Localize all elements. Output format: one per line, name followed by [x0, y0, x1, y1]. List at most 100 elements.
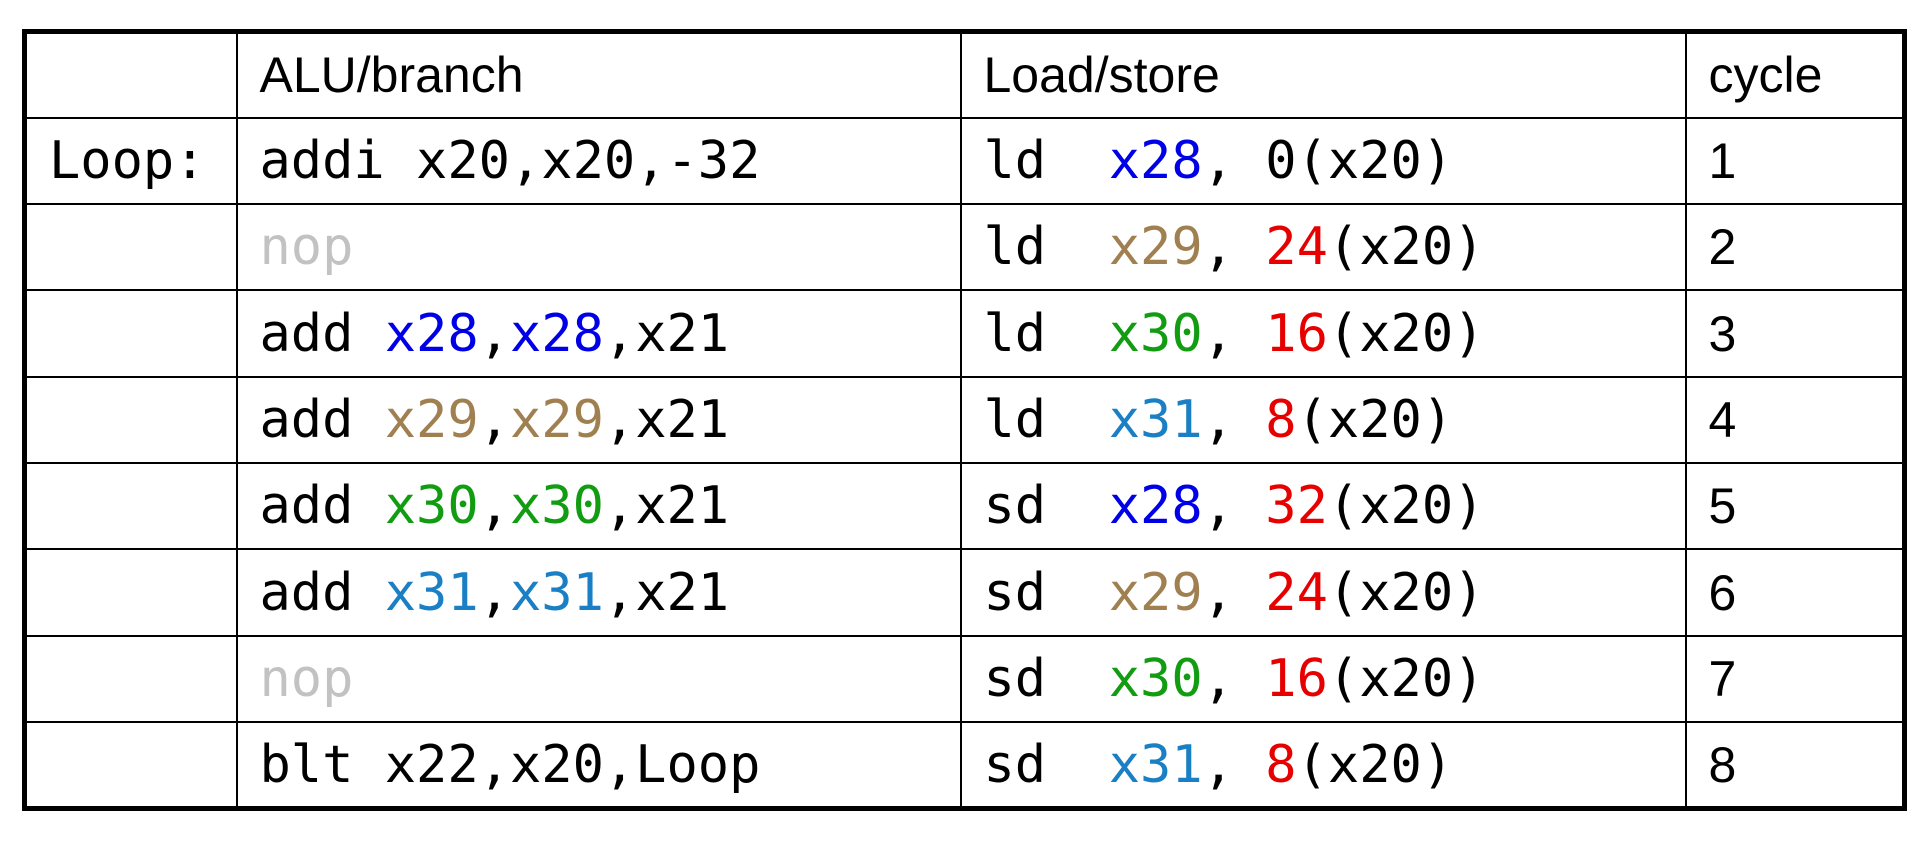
schedule-row: add x31,x31,x21 sd x29, 24(x20) 6: [23, 548, 1906, 637]
instruction-token: ,: [478, 389, 510, 450]
instruction-token: x28: [509, 303, 604, 364]
instruction-token: ,x21: [603, 303, 730, 364]
instruction-token: sd: [983, 562, 1109, 623]
load-store-instruction: ld x28, 0(x20): [959, 116, 1687, 206]
loop-label-cell: [23, 721, 238, 810]
instruction-token: ,x21: [603, 389, 730, 450]
instruction-token: x29: [509, 389, 604, 450]
instruction-token: x31: [1108, 389, 1203, 450]
schedule-row: nop ld x29, 24(x20) 2: [23, 203, 1906, 292]
instruction-token: 24: [1265, 217, 1328, 278]
schedule-row: add x29,x29,x21 ld x31, 8(x20) 4: [23, 375, 1906, 465]
alu-branch-instruction: add x29,x29,x21: [235, 375, 962, 465]
instruction-token: ,: [1202, 389, 1266, 450]
instruction-token: ,x21: [603, 476, 730, 537]
load-store-instruction: sd x31, 8(x20): [959, 721, 1687, 810]
alu-branch-instruction: addi x20,x20,-32: [235, 116, 962, 206]
instruction-token: x30: [384, 476, 479, 537]
cycle-number: 5: [1684, 462, 1906, 551]
load-store-instruction: sd x29, 24(x20): [959, 548, 1687, 637]
instruction-token: 32: [1265, 476, 1328, 537]
cycle-number: 3: [1684, 289, 1906, 378]
instruction-token: add: [259, 476, 385, 537]
schedule-row: blt x22,x20,Loop sd x31, 8(x20) 8: [23, 721, 1906, 810]
instruction-token: x31: [384, 562, 479, 623]
instruction-token: ,x21: [603, 562, 730, 623]
loop-label-cell: [23, 634, 238, 724]
schedule-row: nop sd x30, 16(x20) 7: [23, 634, 1906, 724]
header-alu-branch: ALU/branch: [235, 30, 962, 119]
instruction-token: ld: [983, 303, 1109, 364]
instruction-token: ld: [983, 130, 1109, 191]
alu-branch-instruction: nop: [235, 634, 962, 724]
instruction-token: ,: [1202, 217, 1266, 278]
loop-label-cell: [23, 462, 238, 551]
cycle-number: 8: [1684, 721, 1906, 810]
schedule-row: Loop: addi x20,x20,-32 ld x28, 0(x20) 1: [23, 116, 1906, 206]
instruction-token: add: [259, 562, 385, 623]
alu-branch-instruction: nop: [235, 203, 962, 292]
instruction-token: 8: [1265, 389, 1297, 450]
loop-label-cell: [23, 375, 238, 465]
instruction-token: 8: [1265, 734, 1297, 795]
loop-label-cell: [23, 548, 238, 637]
instruction-token: sd: [983, 734, 1109, 795]
instruction-token: x30: [1108, 303, 1203, 364]
cycle-number: 7: [1684, 634, 1906, 724]
instruction-token: x30: [1108, 648, 1203, 709]
instruction-token: ,: [1202, 648, 1266, 709]
instruction-token: sd: [983, 476, 1109, 537]
schedule-row: add x30,x30,x21 sd x28, 32(x20) 5: [23, 462, 1906, 551]
cycle-number: 4: [1684, 375, 1906, 465]
instruction-token: add: [259, 389, 385, 450]
instruction-token: 24: [1265, 562, 1328, 623]
instruction-token: (x20): [1327, 217, 1485, 278]
loop-label-cell: Loop:: [23, 116, 238, 206]
load-store-instruction: ld x31, 8(x20): [959, 375, 1687, 465]
instruction-token: (x20): [1296, 734, 1454, 795]
load-store-instruction: sd x30, 16(x20): [959, 634, 1687, 724]
instruction-token: sd: [983, 648, 1109, 709]
instruction-token: blt x22,x20,Loop: [259, 734, 761, 795]
header-row: ALU/branch Load/store cycle: [23, 30, 1906, 119]
instruction-token: x28: [384, 303, 479, 364]
instruction-token: ld: [983, 217, 1109, 278]
instruction-token: ,: [478, 562, 510, 623]
alu-branch-instruction: add x30,x30,x21: [235, 462, 962, 551]
instruction-token: x31: [1108, 734, 1203, 795]
instruction-token: add: [259, 303, 385, 364]
schedule-body: ALU/branch Load/store cycle Loop: addi x2…: [23, 30, 1906, 810]
cycle-number: 1: [1684, 116, 1906, 206]
instruction-token: ,: [1202, 303, 1266, 364]
alu-branch-instruction: add x28,x28,x21: [235, 289, 962, 378]
instruction-token: x29: [1108, 217, 1203, 278]
instruction-token: (x20): [1327, 648, 1485, 709]
alu-branch-instruction: blt x22,x20,Loop: [235, 721, 962, 810]
instruction-token: 16: [1265, 648, 1328, 709]
loop-label-cell: [23, 203, 238, 292]
load-store-instruction: ld x29, 24(x20): [959, 203, 1687, 292]
instruction-token: (x20): [1327, 476, 1485, 537]
instruction-token: ,: [1202, 476, 1266, 537]
instruction-token: (x20): [1327, 303, 1485, 364]
cycle-number: 6: [1684, 548, 1906, 637]
instruction-token: x29: [384, 389, 479, 450]
instruction-token: ,: [478, 303, 510, 364]
instruction-token: x28: [1108, 130, 1203, 191]
instruction-token: ld: [983, 389, 1109, 450]
instruction-token: x29: [1108, 562, 1203, 623]
alu-branch-instruction: add x31,x31,x21: [235, 548, 962, 637]
header-cycle: cycle: [1684, 30, 1906, 119]
loop-label-cell: [23, 289, 238, 378]
schedule-table: ALU/branch Load/store cycle Loop: addi x2…: [22, 29, 1907, 811]
instruction-token: x28: [1108, 476, 1203, 537]
instruction-token: addi x20,x20,-32: [259, 130, 761, 191]
instruction-token: ,: [1202, 734, 1266, 795]
schedule-row: add x28,x28,x21 ld x30, 16(x20) 3: [23, 289, 1906, 378]
instruction-token: nop: [259, 648, 354, 709]
header-load-store: Load/store: [959, 30, 1687, 119]
instruction-token: , 0(x20): [1202, 130, 1454, 191]
instruction-token: ,: [1202, 562, 1266, 623]
load-store-instruction: ld x30, 16(x20): [959, 289, 1687, 378]
load-store-instruction: sd x28, 32(x20): [959, 462, 1687, 551]
